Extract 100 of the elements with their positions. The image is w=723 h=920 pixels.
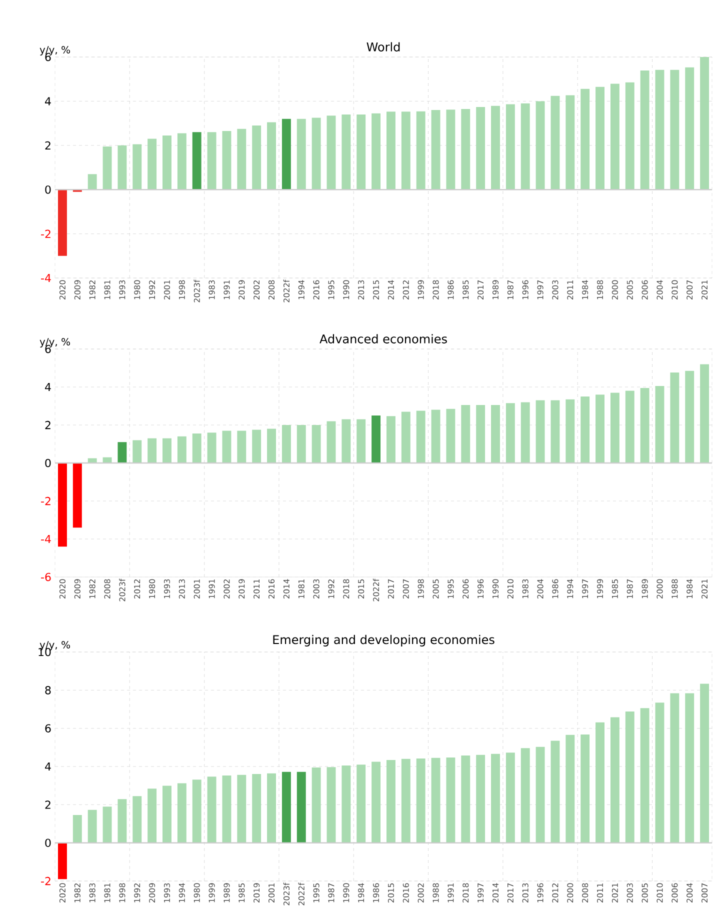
x-tick-label: 2015 [388,883,394,902]
bar [476,106,486,190]
bar [222,131,232,190]
x-tick-label: 1989 [224,883,230,902]
x-tick-label: 2018 [432,280,439,300]
x-tick-label: 1983 [522,579,528,598]
chart-title: World [366,42,400,52]
x-tick-label: 2005 [642,883,648,902]
x-tick-label: 2012 [134,580,140,598]
x-tick-label: 1987 [626,579,633,598]
y-tick-label: -2 [41,230,50,238]
x-tick-label: 2004 [537,579,544,598]
y-tick-label: -6 [41,572,51,582]
x-tick-label: 2013 [178,579,185,598]
x-tick-label: 2022f [283,280,290,302]
bar [640,708,650,843]
bar [655,386,664,464]
x-tick-label: 2009 [74,579,80,598]
x-tick-label: 2021 [702,280,708,300]
bar [386,760,396,843]
x-tick-label: 2013 [358,280,364,300]
x-tick-label: 2009 [74,280,80,300]
x-tick-label: 2003 [626,883,633,902]
bar [282,772,291,843]
bar [506,403,515,464]
bar [685,693,694,843]
bar [192,434,202,464]
x-tick-label: 1985 [612,579,618,598]
x-tick-label: 1980 [134,280,140,300]
x-tick-label: 2019 [254,883,260,902]
x-tick-label: 1991 [448,883,454,902]
y-tick-label: -4 [41,535,51,544]
x-tick-label: 1997 [478,883,484,902]
bar [356,114,366,190]
bar [356,764,366,843]
x-tick-label: 1984 [686,579,693,598]
bar [88,810,97,843]
x-tick-label: 2016 [268,579,275,598]
bar [610,717,620,843]
bar [610,84,620,190]
x-tick-label: 2010 [507,579,514,598]
x-tick-label: 2005 [432,579,439,598]
x-tick-label: 2016 [402,883,409,902]
x-tick-label: 2004 [686,883,693,902]
bar [536,400,545,464]
bar [386,416,396,464]
bar [670,372,680,464]
x-tick-label: 2008 [268,280,275,300]
bar [148,438,157,464]
bar [476,754,486,843]
x-tick-label: 2006 [672,883,678,902]
bar [118,442,127,464]
x-tick-label: 2017 [388,579,394,598]
x-tick-label: 2022f [298,882,304,906]
x-tick-label: 2011 [254,579,260,598]
bar [685,67,694,190]
x-tick-label: 2004 [656,280,663,300]
x-tick-label: 1984 [582,280,588,300]
bar [148,788,157,843]
y-tick-label: 4 [45,97,51,106]
x-tick-label: 2001 [194,579,200,598]
x-tick-label: 2003 [552,280,558,300]
x-tick-label: 2017 [507,883,514,902]
bar [491,754,500,843]
bar [596,86,604,190]
x-tick-label: 1981 [104,280,110,300]
bar [461,405,470,464]
bar [461,755,470,843]
bar [372,416,381,464]
x-tick-label: 2018 [462,883,469,902]
x-tick-label: 2010 [672,280,678,300]
bar [102,806,112,843]
x-tick-label: 1997 [537,280,544,300]
bar [372,113,381,190]
x-tick-label: 1987 [328,883,334,902]
y-tick-label: -4 [41,274,51,282]
bar [296,772,306,843]
bar [461,108,470,190]
bar [506,104,515,190]
bar [536,101,545,190]
bar [237,774,246,843]
bar [296,425,306,464]
bar [416,410,426,464]
y-tick-label: 0 [45,185,51,194]
x-tick-label: 1982 [74,884,80,902]
bar [162,438,172,464]
bar [446,110,456,190]
x-tick-label: 1994 [298,280,304,300]
x-tick-label: 1986 [448,280,454,300]
bar [326,421,336,464]
x-tick-label: 2017 [478,280,484,300]
bar [342,419,351,464]
bar [491,106,500,190]
x-tick-label: 2007 [686,280,693,300]
chart-title: Emerging and developing economies [273,634,494,646]
bar [342,766,351,843]
x-tick-label: 1986 [373,883,380,902]
y-tick-label: 2 [45,420,50,430]
x-tick-label: 1991 [224,280,230,300]
bar [132,796,142,843]
